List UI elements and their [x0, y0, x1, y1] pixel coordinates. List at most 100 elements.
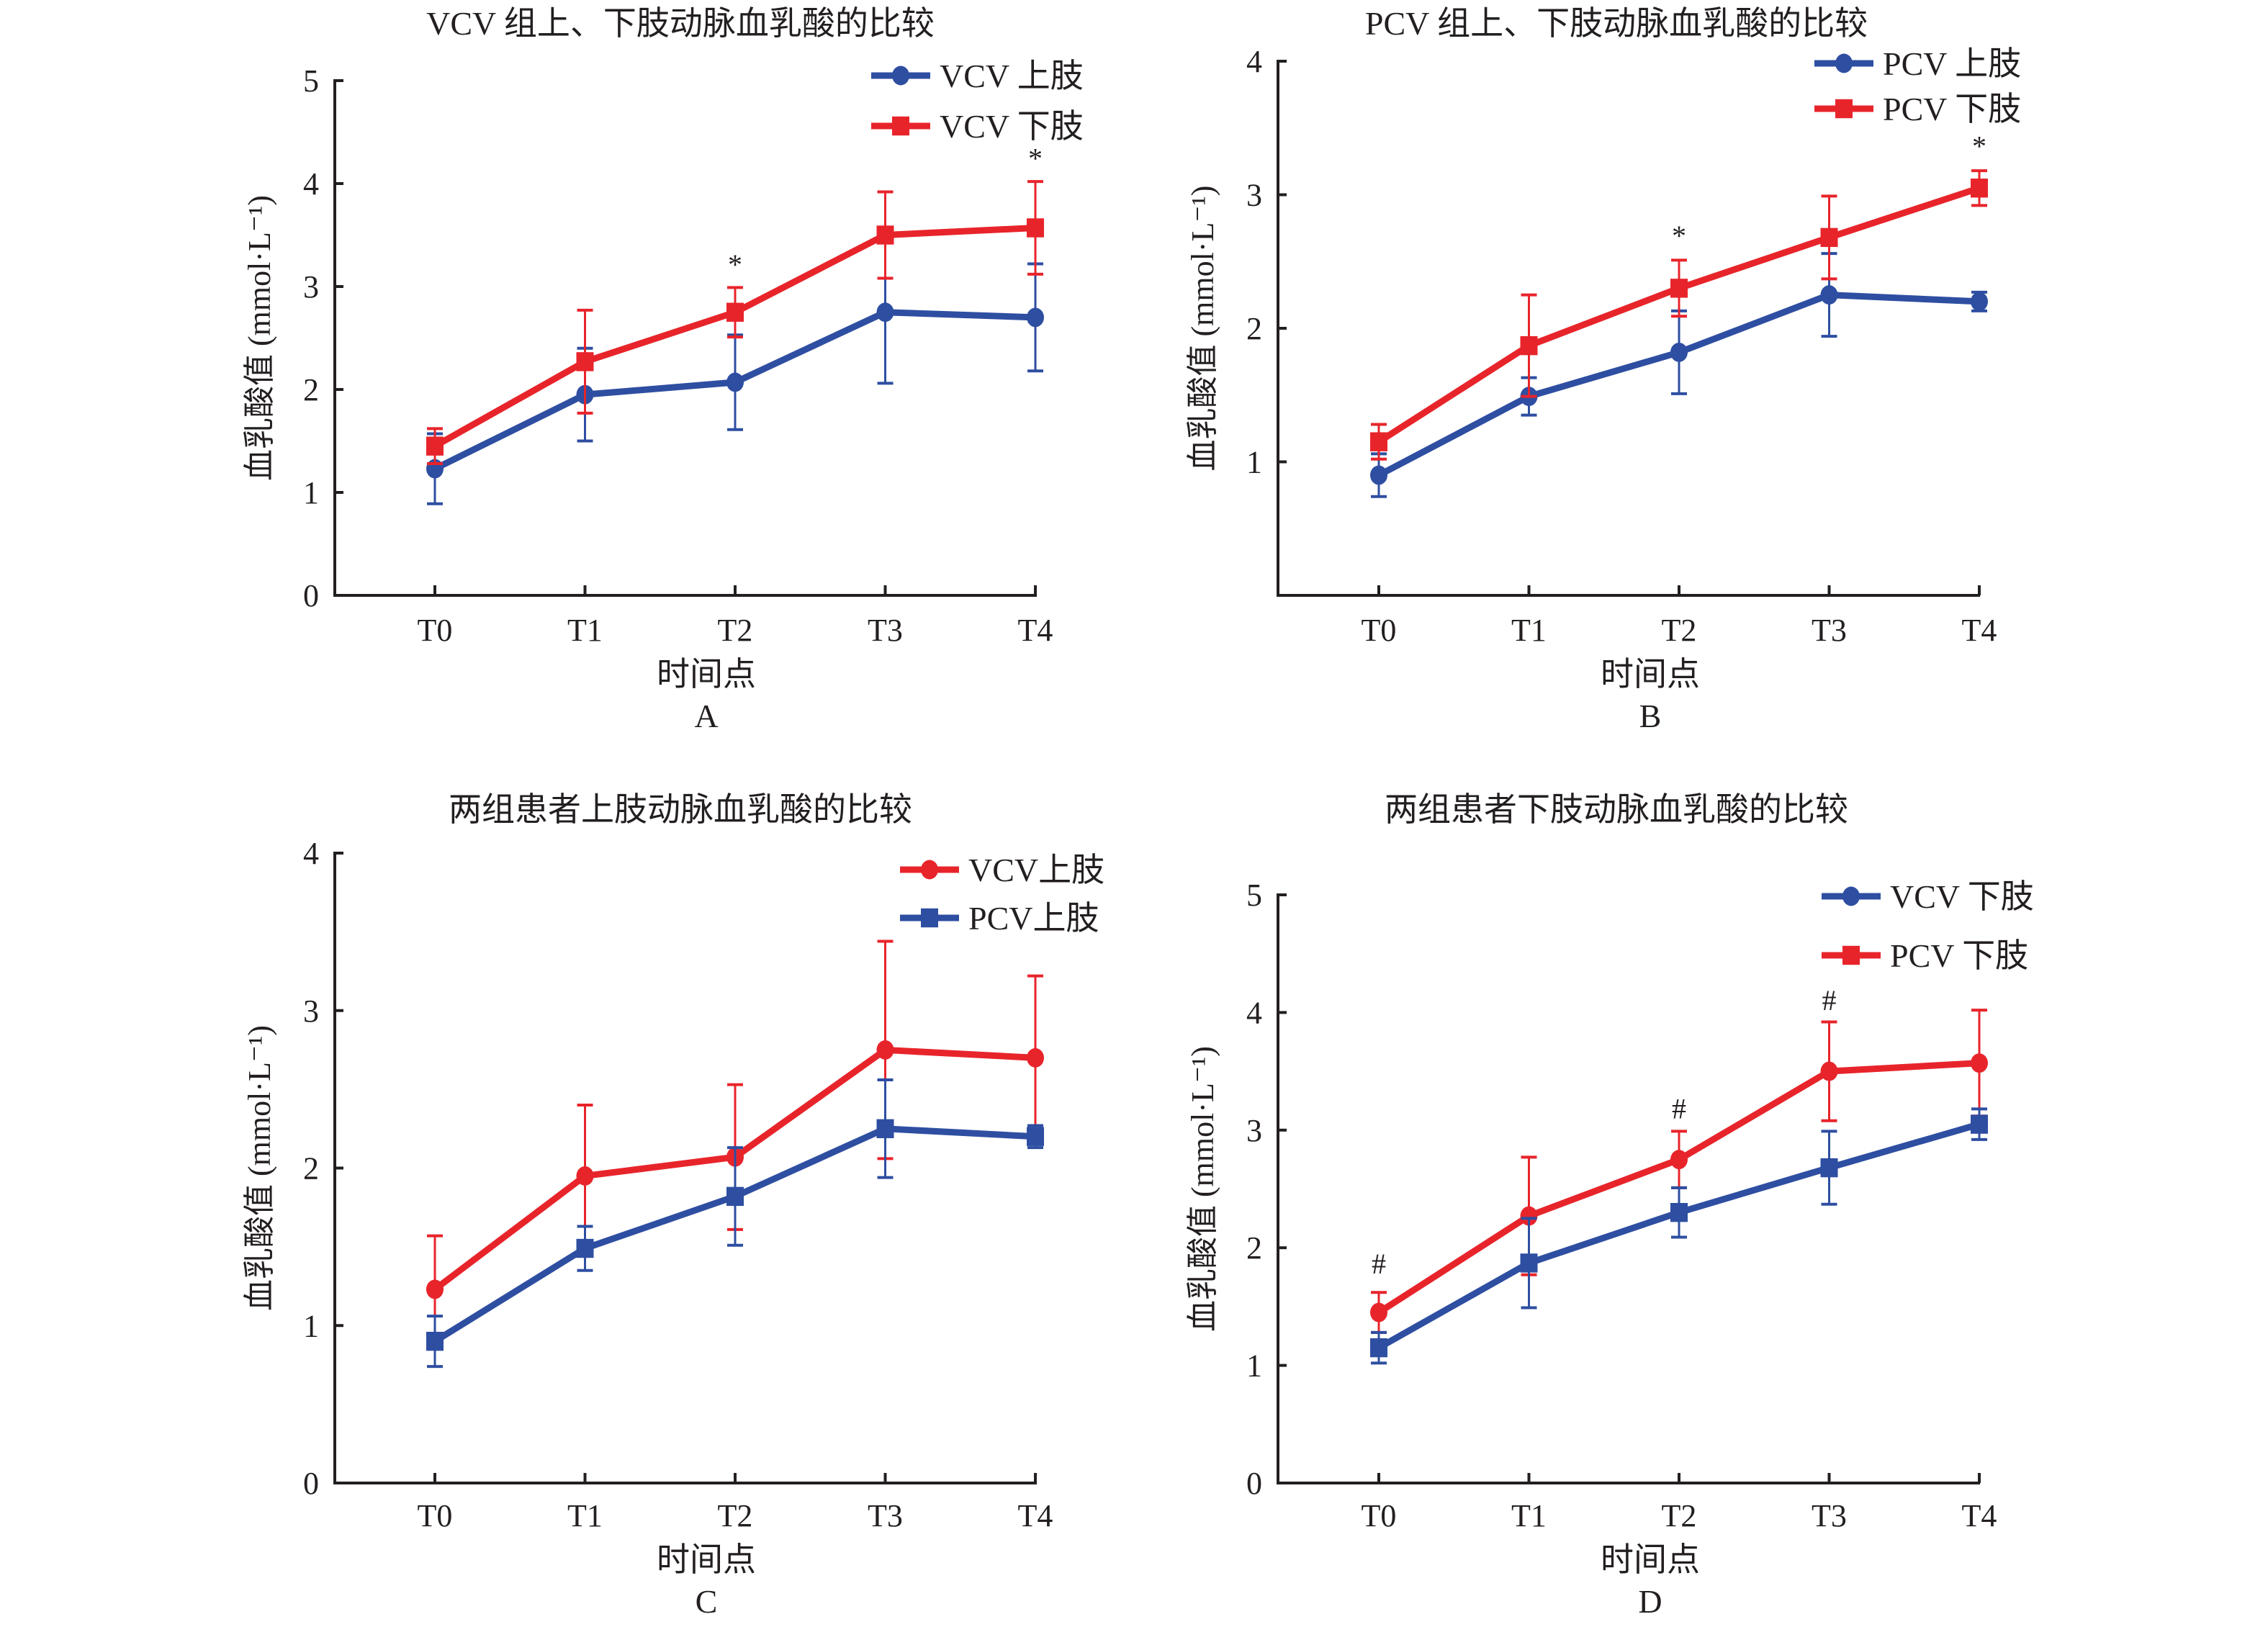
- y-tick-label: 4: [303, 166, 319, 202]
- x-tick-label: T0: [1362, 1498, 1397, 1533]
- data-point: [876, 1119, 894, 1139]
- y-axis-label: 血乳酸值 (mmol·L⁻¹): [242, 195, 277, 481]
- x-tick-label: T1: [567, 613, 603, 648]
- x-axis-label: 时间点: [657, 1541, 756, 1578]
- chart-title: 两组患者上肢动脉血乳酸的比较: [449, 791, 912, 828]
- y-tick-label: 3: [303, 993, 319, 1029]
- y-tick-label: 0: [303, 578, 319, 613]
- legend-label: PCV 下肢: [1890, 937, 2028, 974]
- y-tick-label: 4: [1246, 995, 1262, 1030]
- y-tick-label: 3: [1246, 178, 1262, 213]
- panel-d: 两组患者下肢动脉血乳酸的比较 0 1 2 3 4 5 T0 T1 T2 T3 T4 时间点 D 血乳酸值 (…: [1185, 791, 2034, 1620]
- significance-mark: #: [1372, 1248, 1386, 1280]
- y-tick-label: 1: [303, 1308, 319, 1343]
- y-tick-label: 2: [1246, 311, 1262, 346]
- square-marker-icon: [1842, 945, 1860, 965]
- panel-b: PCV 组上、下肢动脉血乳酸的比较 1 2 3 4 T0 T1 T2 T3 T4 时间点 B 血乳酸值 …: [1185, 5, 2021, 734]
- data-point: [1670, 279, 1688, 298]
- legend-label: VCV 下肢: [940, 108, 1084, 145]
- data-point: [1670, 342, 1688, 362]
- data-point: [1520, 1253, 1538, 1273]
- panel-c: 两组患者上肢动脉血乳酸的比较 0 1 2 3 4 T0 T1 T2 T3 T4 时间点 C 血乳酸值 (m…: [242, 791, 1104, 1620]
- circle-marker-icon: [921, 860, 938, 880]
- x-tick-label: T3: [868, 1498, 903, 1533]
- chart-title: 两组患者下肢动脉血乳酸的比较: [1385, 791, 1848, 828]
- data-point: [426, 1331, 444, 1351]
- x-tick-label: T0: [418, 1498, 453, 1533]
- y-tick-label: 4: [303, 836, 319, 871]
- series-1: [1370, 169, 1988, 461]
- x-tick-label: T2: [1662, 613, 1697, 648]
- data-point: [1027, 1047, 1044, 1068]
- data-point: [1971, 292, 1988, 312]
- data-point: [726, 302, 744, 322]
- series-0: [1370, 252, 1988, 498]
- data-point: [1820, 285, 1838, 305]
- x-tick-label: T1: [567, 1498, 603, 1533]
- legend-label: VCV 上肢: [940, 58, 1084, 94]
- data-point: [1370, 465, 1387, 485]
- x-tick-label: T3: [1812, 613, 1847, 648]
- x-tick-label: T2: [718, 1498, 753, 1533]
- square-marker-icon: [921, 908, 938, 928]
- y-tick-label: 5: [1246, 878, 1262, 913]
- x-axis-label: 时间点: [1601, 1541, 1700, 1578]
- y-tick-label: 2: [303, 1151, 319, 1186]
- legend: VCV 下肢 PCV 下肢: [1822, 878, 2034, 974]
- significance-mark: #: [1672, 1092, 1686, 1125]
- y-tick-label: 4: [1246, 44, 1262, 79]
- x-tick-label: T1: [1511, 613, 1547, 648]
- data-point: [1971, 1114, 1988, 1134]
- series-0: [426, 240, 1044, 505]
- chart-title: VCV 组上、下肢动脉血乳酸的比较: [426, 5, 935, 42]
- significance-mark: #: [1822, 984, 1837, 1017]
- legend: VCV上肢 PCV上肢: [900, 852, 1104, 937]
- data-point: [726, 372, 744, 392]
- data-point: [576, 1238, 594, 1258]
- panel-a: VCV 组上、下肢动脉血乳酸的比较 0 1 2 3 4 5 T0 T1 T2 T3 T4 时间点 A 血乳酸…: [242, 5, 1084, 734]
- significance-mark: *: [1028, 143, 1043, 175]
- data-point: [576, 1166, 594, 1186]
- data-point: [1971, 1053, 1988, 1073]
- data-point: [1027, 218, 1044, 238]
- series-0: [1370, 1009, 1988, 1334]
- data-point: [1027, 307, 1044, 328]
- data-point: [1370, 432, 1387, 451]
- x-tick-label: T2: [718, 613, 753, 648]
- data-point: [726, 1186, 744, 1207]
- y-axis-label: 血乳酸值 (mmol·L⁻¹): [1185, 186, 1220, 472]
- y-axis-label: 血乳酸值 (mmol·L⁻¹): [1185, 1046, 1220, 1332]
- x-tick-label: T1: [1511, 1498, 1547, 1533]
- data-point: [1370, 1302, 1387, 1322]
- y-tick-label: 1: [1246, 1348, 1262, 1384]
- series-0: [426, 939, 1044, 1345]
- axes: [1277, 893, 1981, 1484]
- significance-mark: *: [1672, 220, 1686, 252]
- x-tick-label: T4: [1962, 613, 1997, 648]
- data-point: [876, 1040, 894, 1060]
- circle-marker-icon: [1842, 886, 1860, 906]
- y-tick-label: 0: [1246, 1466, 1262, 1501]
- data-point: [426, 1279, 444, 1299]
- legend-label: VCV 下肢: [1890, 878, 2034, 915]
- x-tick-label: T3: [868, 613, 903, 648]
- legend-label: PCV上肢: [968, 900, 1099, 937]
- data-point: [1820, 227, 1838, 248]
- legend-label: PCV 上肢: [1883, 45, 2021, 82]
- series-1: [426, 180, 1044, 465]
- data-point: [1670, 1150, 1688, 1170]
- x-tick-label: T4: [1962, 1498, 1997, 1533]
- axes: [1277, 60, 1981, 597]
- circle-marker-icon: [892, 66, 909, 86]
- x-tick-label: T3: [1812, 1498, 1847, 1533]
- x-axis-label: 时间点: [657, 656, 756, 693]
- panel-letter: C: [696, 1583, 718, 1620]
- data-point: [876, 225, 894, 245]
- data-point: [576, 352, 594, 371]
- y-tick-label: 1: [1246, 445, 1262, 480]
- legend-label: PCV 下肢: [1883, 91, 2021, 127]
- chart-title: PCV 组上、下肢动脉血乳酸的比较: [1365, 5, 1868, 42]
- legend: VCV 上肢 VCV 下肢: [871, 58, 1084, 145]
- data-point: [1670, 1202, 1688, 1222]
- y-tick-label: 2: [1246, 1230, 1262, 1266]
